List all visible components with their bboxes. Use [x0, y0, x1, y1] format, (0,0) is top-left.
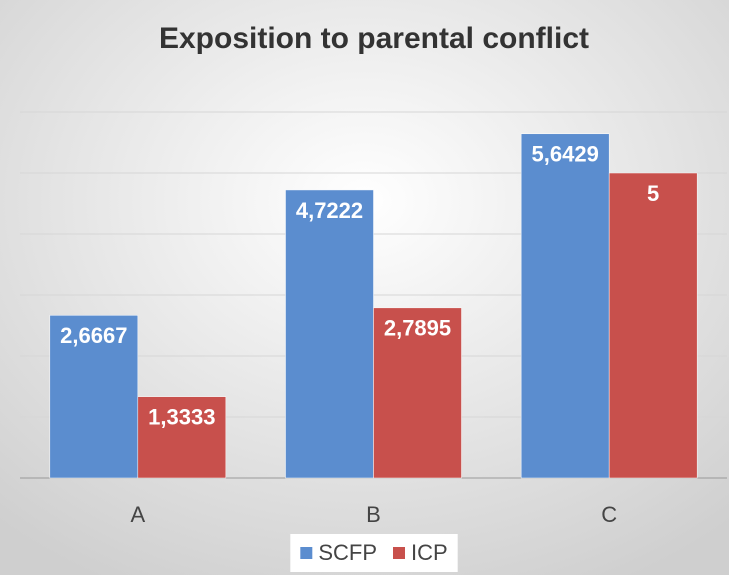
x-tick-label: A	[130, 502, 145, 527]
bar	[49, 315, 139, 479]
bar	[608, 172, 698, 479]
legend-box	[290, 534, 458, 572]
legend-swatch	[393, 547, 405, 559]
legend-label: ICP	[411, 540, 448, 565]
chart-title: Exposition to parental conflict	[159, 22, 589, 55]
data-label: 5,6429	[532, 142, 599, 167]
legend: SCFP ICP	[290, 534, 458, 572]
bar	[285, 189, 374, 479]
data-label: 5	[647, 181, 659, 206]
data-label: 2,7895	[384, 316, 451, 341]
bar	[373, 307, 462, 479]
legend-label: SCFP	[318, 540, 377, 565]
x-tick-label: C	[601, 502, 617, 527]
data-label: 4,7222	[296, 198, 363, 223]
bar	[137, 396, 227, 479]
data-label: 2,6667	[60, 323, 127, 348]
legend-swatch	[300, 547, 313, 559]
data-label: 1,3333	[148, 404, 215, 429]
bar	[520, 133, 610, 479]
x-tick-label: B	[366, 502, 381, 527]
